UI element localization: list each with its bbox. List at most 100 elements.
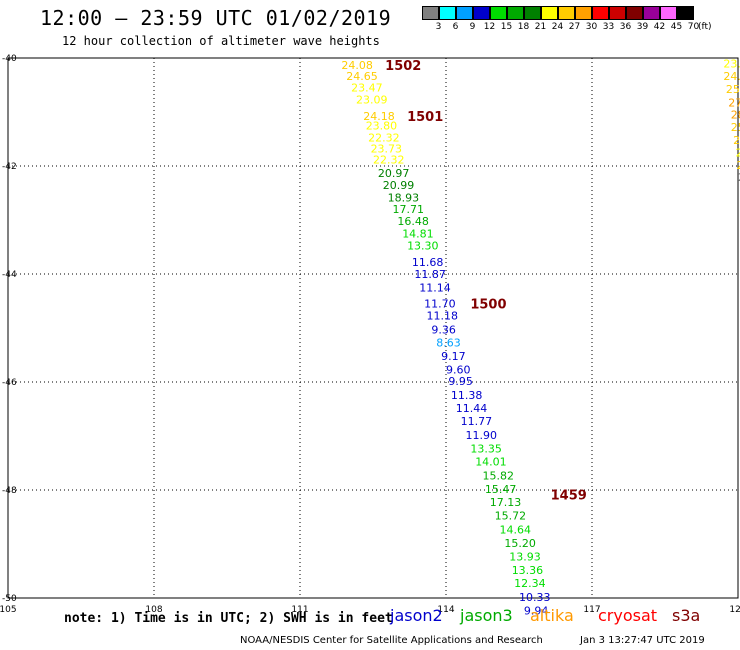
swh-data-label: 9.17: [441, 350, 466, 363]
legend-swatch: [677, 6, 694, 20]
legend-tick-label: 18: [517, 22, 530, 32]
footer-note: note: 1) Time is in UTC; 2) SWH is in fe…: [64, 611, 393, 626]
page-subtitle: 12 hour collection of altimeter wave hei…: [62, 34, 380, 48]
generated-timestamp: Jan 3 13:27:47 UTC 2019: [580, 635, 705, 646]
swh-data-label: 13.36: [512, 564, 544, 577]
swh-data-label: 17.71: [392, 203, 424, 216]
swh-data-label: 11.18: [427, 310, 459, 323]
x-tick-label: 117: [583, 605, 600, 615]
swh-data-label: 23.81: [723, 57, 740, 70]
pass-time-label: 1502: [385, 59, 421, 74]
legend-tick-label: 21: [534, 22, 547, 32]
swh-data-label: 23.73: [371, 143, 403, 156]
legend-tick-label: 12: [483, 22, 496, 32]
swh-data-label: 9.94: [524, 604, 549, 617]
swh-data-label: 14.81: [402, 228, 434, 241]
legend-tick-label: 70: [687, 22, 700, 32]
swh-data-label: 2: [738, 171, 740, 184]
legend-tick-label: 27: [568, 22, 581, 32]
satellite-altika: altika: [530, 606, 574, 625]
pass-time-label: 1459: [551, 488, 587, 503]
legend-tick-label: 45: [670, 22, 683, 32]
y-tick-label: -42: [2, 162, 17, 172]
legend-tick-label: 6: [452, 22, 459, 32]
satellite-s3a: s3a: [672, 606, 701, 625]
swh-data-label: 17.13: [490, 496, 522, 509]
legend-swatch: [626, 6, 643, 20]
swh-data-label: 13.35: [470, 442, 502, 455]
swh-data-label: 22.32: [368, 131, 400, 144]
swh-data-label: 11.44: [456, 402, 488, 415]
legend-swatch: [507, 6, 524, 20]
swh-data-label: 15.72: [495, 509, 526, 522]
y-tick-label: -46: [2, 378, 17, 388]
swh-data-label: 25.88: [726, 83, 740, 96]
legend-swatch: [524, 6, 541, 20]
legend-swatch: [490, 6, 507, 20]
swh-data-label: 25.5: [731, 121, 740, 134]
swh-data-label: 15.47: [485, 483, 517, 496]
legend-swatch: [575, 6, 592, 20]
y-tick-label: -48: [2, 486, 17, 496]
unit-label: (ft): [698, 22, 712, 32]
swh-data-label: 26: [737, 159, 740, 172]
y-tick-label: -40: [2, 54, 17, 64]
swh-data-label: 23.47: [351, 82, 383, 95]
swh-data-label: 15.20: [504, 537, 536, 550]
swh-data-label: 24.08: [341, 59, 373, 72]
x-tick-label: 120: [729, 605, 740, 615]
swh-data-label: 11.68: [412, 256, 444, 269]
legend-swatch: [439, 6, 456, 20]
legend-tick-label: 15: [500, 22, 513, 32]
legend-swatch: [643, 6, 660, 20]
swh-data-label: 24.65: [346, 70, 378, 83]
swh-data-label: 9.60: [446, 364, 471, 377]
credit-line: NOAA/NESDIS Center for Satellite Applica…: [240, 635, 543, 646]
swh-data-label: 24.18: [363, 110, 395, 123]
swh-data-label: 20.97: [378, 167, 410, 180]
swh-data-label: 22.32: [373, 154, 405, 167]
swh-data-label: 28.26: [731, 109, 740, 122]
swh-data-label: 14.01: [475, 455, 507, 468]
x-tick-label: 114: [437, 605, 454, 615]
swh-data-label: 10.33: [519, 591, 551, 604]
swh-data-label: 20.99: [383, 179, 415, 192]
swh-data-label: 13.93: [509, 550, 541, 563]
legend-swatch: [558, 6, 575, 20]
x-tick-label: 108: [145, 605, 162, 615]
swh-data-label: 18.93: [388, 191, 420, 204]
swh-data-label: 11.14: [419, 282, 451, 295]
swh-data-label: 9.95: [448, 375, 473, 388]
legend-swatch: [473, 6, 490, 20]
swh-data-label: 15.82: [483, 469, 515, 482]
swh-data-label: 27.44: [728, 96, 740, 109]
swh-data-label: 23.09: [356, 94, 388, 107]
legend-swatch: [592, 6, 609, 20]
legend-tick-label: 42: [653, 22, 666, 32]
swh-data-label: 9.36: [431, 324, 456, 337]
pass-time-label: 1501: [407, 110, 443, 125]
legend-tick-label: 9: [469, 22, 476, 32]
x-tick-label: 105: [0, 605, 17, 615]
satellite-jason3: jason3: [460, 606, 513, 625]
swh-data-label: 23.80: [366, 120, 398, 133]
legend-tick-label: 39: [636, 22, 649, 32]
legend-swatch: [609, 6, 626, 20]
legend-swatch: [660, 6, 677, 20]
legend-tick-label: 33: [602, 22, 615, 32]
swh-data-label: 11.38: [451, 389, 483, 402]
swh-data-label: 11.77: [461, 415, 493, 428]
legend-swatch: [541, 6, 558, 20]
legend-swatch: [422, 6, 439, 20]
legend-swatch: [456, 6, 473, 20]
swh-data-label: 14.64: [500, 523, 532, 536]
page-title: 12:00 — 23:59 UTC 01/02/2019: [40, 6, 392, 30]
swh-data-label: 11.87: [414, 268, 446, 281]
swh-data-label: 24.: [736, 147, 740, 160]
swh-data-label: 13.30: [407, 239, 439, 252]
y-tick-label: -50: [2, 594, 17, 604]
swh-data-label: 11.90: [465, 429, 497, 442]
legend-tick-label: 30: [585, 22, 598, 32]
y-tick-label: -44: [2, 270, 17, 280]
